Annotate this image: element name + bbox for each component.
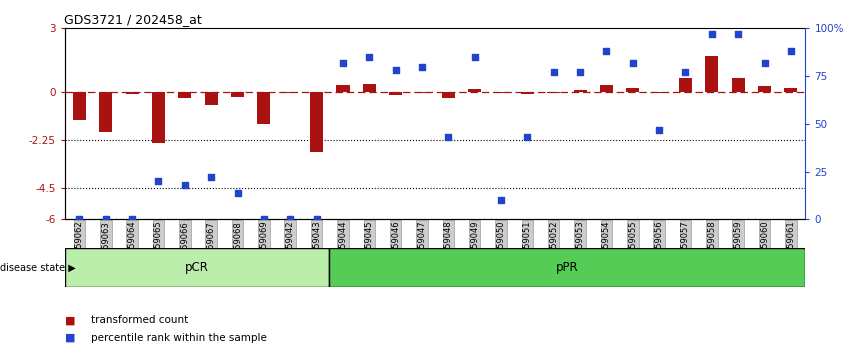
Bar: [679, 78, 692, 92]
Bar: [573, 90, 586, 92]
Point: [257, 217, 271, 222]
Bar: [653, 92, 666, 93]
Point: [73, 217, 87, 222]
Bar: [178, 92, 191, 98]
Point: [494, 198, 508, 203]
Point: [442, 135, 456, 140]
Point: [336, 60, 350, 65]
Bar: [600, 85, 613, 92]
Bar: [231, 92, 244, 97]
Bar: [520, 92, 534, 94]
Text: ■: ■: [65, 315, 75, 325]
Bar: [100, 92, 113, 132]
Bar: [626, 88, 639, 92]
Bar: [732, 78, 745, 92]
Text: pCR: pCR: [185, 261, 209, 274]
Point: [520, 135, 534, 140]
Bar: [284, 92, 297, 93]
Bar: [785, 88, 798, 92]
Bar: [547, 92, 560, 93]
Text: ■: ■: [65, 333, 75, 343]
Point: [415, 64, 429, 69]
Point: [784, 48, 798, 54]
Point: [178, 182, 191, 188]
Point: [283, 217, 297, 222]
Bar: [389, 92, 402, 95]
Text: transformed count: transformed count: [91, 315, 188, 325]
Bar: [363, 84, 376, 92]
Bar: [152, 92, 165, 143]
Bar: [204, 92, 217, 105]
Point: [389, 68, 403, 73]
Bar: [310, 92, 323, 152]
Point: [679, 69, 693, 75]
Point: [758, 60, 772, 65]
Point: [652, 127, 666, 132]
Bar: [73, 92, 86, 120]
Bar: [442, 92, 455, 98]
Text: pPR: pPR: [556, 261, 578, 274]
Text: GDS3721 / 202458_at: GDS3721 / 202458_at: [64, 13, 202, 26]
Bar: [705, 56, 719, 92]
Point: [126, 217, 139, 222]
Bar: [469, 89, 481, 92]
Point: [310, 217, 324, 222]
FancyBboxPatch shape: [329, 248, 805, 287]
Point: [468, 54, 481, 60]
Point: [546, 69, 560, 75]
Point: [599, 48, 613, 54]
Point: [573, 69, 587, 75]
Bar: [758, 86, 771, 92]
Text: disease state ▶: disease state ▶: [0, 262, 75, 272]
FancyBboxPatch shape: [65, 248, 329, 287]
Point: [152, 178, 165, 184]
Point: [731, 31, 745, 37]
Point: [362, 54, 376, 60]
Point: [204, 175, 218, 180]
Point: [230, 190, 244, 195]
Bar: [336, 85, 350, 92]
Point: [626, 60, 640, 65]
Bar: [416, 92, 429, 93]
Point: [99, 217, 113, 222]
Text: percentile rank within the sample: percentile rank within the sample: [91, 333, 267, 343]
Bar: [126, 92, 139, 94]
Point: [705, 31, 719, 37]
Bar: [494, 92, 507, 93]
Bar: [257, 92, 270, 124]
